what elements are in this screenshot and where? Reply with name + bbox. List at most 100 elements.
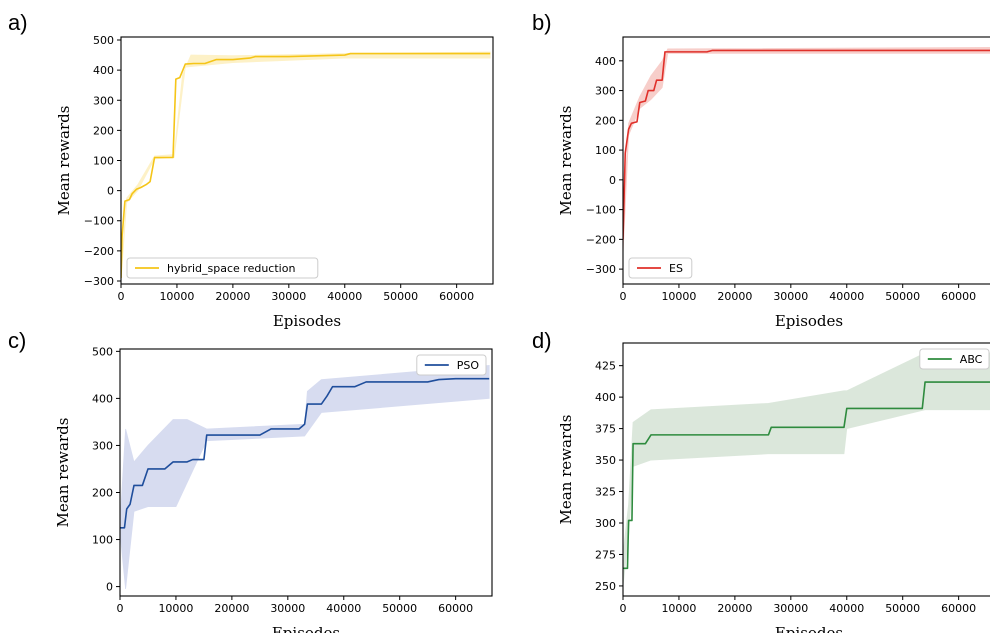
y-tick-label: −100: [84, 215, 114, 228]
plot-frame: [622, 36, 990, 285]
x-tick-label: 30000: [271, 290, 306, 303]
legend: hybrid_space reduction: [126, 257, 319, 279]
x-tick-label: 0: [118, 290, 125, 303]
x-tick-label: 50000: [383, 290, 418, 303]
panel-label: a): [8, 10, 28, 35]
y-tick-label: 300: [92, 439, 113, 452]
y-tick-label: 200: [92, 486, 113, 499]
panel-label: c): [8, 328, 26, 353]
x-axis-label: Episodes: [273, 312, 341, 330]
y-tick-label: 0: [106, 581, 113, 594]
series-line: [121, 52, 491, 278]
y-tick-label: 300: [595, 517, 616, 530]
y-tick-label: 500: [92, 345, 113, 358]
confidence-band: [623, 47, 990, 255]
y-axis-label: Mean rewards: [54, 418, 72, 528]
x-tick-label: 30000: [773, 602, 808, 615]
chart-panel-4: d) 0 10000 20000 30000 40000 50000 60000 250 275 3…: [532, 328, 990, 633]
y-tick-label: −200: [84, 245, 114, 258]
x-tick-label: 40000: [829, 290, 864, 303]
x-tick-label: 10000: [661, 602, 696, 615]
y-tick-label: 325: [595, 486, 616, 499]
y-axis-label: Mean rewards: [557, 106, 575, 216]
y-tick-label: 375: [595, 423, 616, 436]
y-tick-label: 275: [595, 548, 616, 561]
y-tick-label: −200: [586, 233, 616, 246]
legend-box: [919, 348, 990, 370]
y-tick-label: 100: [92, 534, 113, 547]
x-tick-label: 0: [620, 602, 627, 615]
confidence-band: [120, 365, 490, 589]
confidence-band: [623, 352, 990, 586]
x-tick-label: 30000: [270, 602, 305, 615]
y-tick-label: 350: [595, 454, 616, 467]
y-tick-label: 500: [93, 34, 114, 47]
x-tick-label: 50000: [885, 602, 920, 615]
y-axis-label: Mean rewards: [55, 106, 73, 216]
plot-area: [120, 365, 490, 589]
y-tick-label: 300: [595, 85, 616, 98]
x-tick-label: 40000: [327, 290, 362, 303]
legend: PSO: [416, 354, 487, 376]
x-tick-label: 10000: [661, 290, 696, 303]
x-tick-label: 60000: [439, 290, 474, 303]
x-tick-label: 20000: [717, 290, 752, 303]
chart-panel-2: b) 0 10000 20000 30000 40000 50000 60000 −300 −20…: [532, 10, 990, 330]
y-tick-label: −300: [84, 275, 114, 288]
x-tick-label: 50000: [885, 290, 920, 303]
series-line: [623, 49, 990, 240]
legend: ABC: [919, 348, 990, 370]
legend-box: [126, 257, 319, 279]
x-axis-label: Episodes: [775, 624, 843, 633]
panel-label: b): [532, 10, 552, 35]
y-tick-label: 400: [595, 391, 616, 404]
y-tick-label: 100: [595, 144, 616, 157]
x-tick-label: 60000: [438, 602, 473, 615]
legend-label: PSO: [457, 359, 480, 372]
legend-label: ABC: [960, 353, 983, 366]
plot-frame: [119, 348, 493, 597]
x-tick-label: 40000: [829, 602, 864, 615]
y-tick-label: 300: [93, 94, 114, 107]
y-tick-label: 200: [595, 114, 616, 127]
x-tick-label: 0: [620, 290, 627, 303]
x-tick-label: 20000: [214, 602, 249, 615]
legend: ES: [628, 257, 693, 279]
x-tick-label: 50000: [382, 602, 417, 615]
legend-label: hybrid_space reduction: [167, 262, 295, 275]
legend-box: [416, 354, 487, 376]
y-tick-label: −100: [586, 204, 616, 217]
confidence-band: [121, 51, 491, 282]
plot-area: [623, 47, 990, 255]
chart-panel-3: c) 0 10000 20000 30000 40000 50000 60000 0 100 200…: [8, 328, 493, 633]
x-axis-label: Episodes: [272, 624, 340, 633]
y-tick-label: 400: [93, 64, 114, 77]
chart-panel-1: a) 0 10000 20000 30000 40000 50000 60000 −300 −20…: [8, 10, 494, 330]
legend-label: ES: [669, 262, 683, 275]
y-tick-label: −300: [586, 263, 616, 276]
x-axis-label: Episodes: [775, 312, 843, 330]
y-tick-label: 425: [595, 360, 616, 373]
plot-frame: [622, 342, 990, 597]
x-tick-label: 60000: [941, 602, 976, 615]
x-tick-label: 40000: [326, 602, 361, 615]
plot-frame: [120, 36, 494, 285]
series-line: [623, 381, 990, 570]
y-tick-label: 100: [93, 155, 114, 168]
plot-area: [623, 352, 990, 586]
panel-label: d): [532, 328, 552, 353]
y-tick-label: 200: [93, 124, 114, 137]
y-tick-label: 0: [107, 185, 114, 198]
x-tick-label: 60000: [941, 290, 976, 303]
x-tick-label: 20000: [717, 602, 752, 615]
x-tick-label: 30000: [773, 290, 808, 303]
x-tick-label: 10000: [159, 290, 194, 303]
series-line: [120, 377, 490, 529]
y-axis-label: Mean rewards: [557, 415, 575, 525]
y-tick-label: 250: [595, 580, 616, 593]
x-tick-label: 10000: [158, 602, 193, 615]
y-tick-label: 400: [595, 55, 616, 68]
x-tick-label: 20000: [215, 290, 250, 303]
